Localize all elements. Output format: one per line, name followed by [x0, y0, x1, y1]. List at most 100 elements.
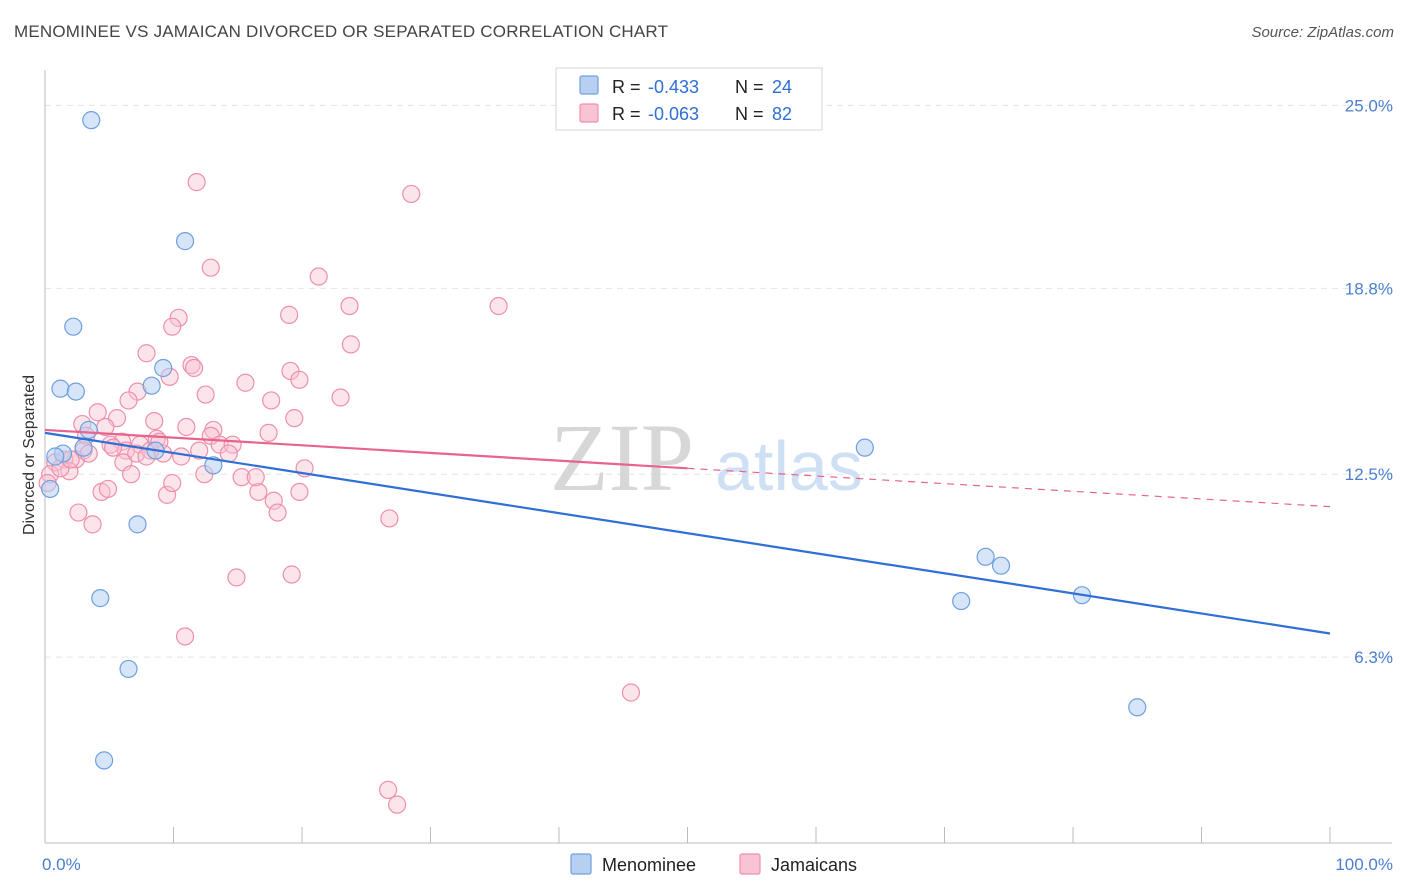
x-tick-labels: 0.0% 100.0%: [42, 855, 1393, 874]
grid-lines: [45, 104, 1392, 658]
menominee-point-7: [79, 420, 98, 440]
jamaican-point-80: [98, 479, 118, 499]
jamaican-point-81: [163, 473, 182, 493]
watermark-zip: ZIP: [550, 404, 694, 511]
legend-r-label-1: R =: [612, 104, 641, 124]
legend-r-value-0: -0.433: [648, 77, 699, 97]
jamaican-point-10: [137, 344, 156, 363]
menominee-point-0: [82, 111, 101, 130]
jamaican-point-20: [119, 391, 138, 410]
menominee-point-6: [66, 382, 85, 401]
chart-title: MENOMINEE VS JAMAICAN DIVORCED OR SEPARA…: [14, 22, 669, 41]
menominee-point-16: [119, 659, 138, 679]
jamaican-point-7: [280, 305, 299, 324]
menominee-point-23: [1128, 698, 1147, 717]
jamaican-point-67: [378, 780, 398, 799]
bottom-legend-menominee: Menominee: [602, 855, 696, 875]
jamaican-point-62: [83, 515, 102, 534]
jamaican-point-47: [172, 447, 191, 466]
jamaican-point-1: [402, 184, 421, 204]
legend-n-value-1: 82: [772, 104, 792, 124]
jamaican-point-68: [387, 795, 407, 814]
jamaican-point-25: [285, 409, 304, 428]
menominee-point-13: [204, 456, 223, 475]
watermark-atlas: atlas: [715, 427, 863, 505]
jamaican-point-61: [380, 509, 399, 528]
jamaican-point-0: [187, 173, 206, 192]
source-label: Source: ZipAtlas.com: [1251, 24, 1394, 41]
jamaican-point-15: [236, 373, 255, 392]
y-tick-label-0: 6.3%: [1354, 648, 1393, 667]
bottom-legend-jamaicans: Jamaicans: [771, 855, 857, 875]
axes: [44, 70, 1392, 844]
jamaican-point-19: [331, 388, 350, 407]
menominee-point-21: [952, 591, 971, 611]
menominee-point-4: [51, 379, 70, 398]
jamaican-point-18: [196, 385, 215, 404]
legend-swatch-menominee: [579, 75, 599, 95]
y-axis-label: Divorced or Separated: [21, 375, 38, 535]
series-legend: Menominee Jamaicans: [570, 853, 857, 875]
y-tick-labels: 6.3% 12.5% 18.8% 25.0%: [1345, 96, 1393, 667]
y-tick-label-3: 25.0%: [1345, 96, 1393, 115]
jamaican-point-77: [219, 444, 238, 463]
menominee-point-15: [91, 589, 110, 608]
jamaican-point-41: [127, 444, 146, 463]
menominee-points: [41, 111, 1147, 770]
jamaican-point-57: [249, 482, 268, 502]
x-tick-label-1: 100.0%: [1335, 855, 1393, 874]
legend-r-label-0: R =: [612, 77, 641, 97]
jamaican-point-58: [290, 482, 309, 502]
jamaican-point-56: [157, 485, 177, 504]
jamaican-point-21: [262, 391, 281, 410]
legend-n-value-0: 24: [772, 77, 792, 97]
jamaican-point-76: [190, 441, 209, 460]
menominee-point-8: [41, 479, 60, 499]
jamaican-point-12: [184, 358, 204, 378]
jamaican-point-30: [259, 423, 278, 442]
menominee-point-11: [46, 447, 65, 466]
jamaican-point-64: [282, 565, 301, 584]
menominee-trend-line: [44, 431, 1331, 635]
jamaican-point-16: [290, 370, 309, 389]
menominee-point-5: [142, 376, 161, 395]
jamaican-point-24: [145, 411, 164, 431]
jamaican-point-60: [69, 503, 88, 522]
menominee-point-17: [95, 751, 114, 770]
jamaican-point-11: [182, 355, 201, 375]
x-tick-label-0: 0.0%: [42, 855, 81, 874]
y-tick-label-2: 18.8%: [1345, 279, 1393, 298]
jamaican-point-2: [201, 258, 220, 277]
jamaican-point-9: [341, 335, 360, 354]
jamaican-point-65: [175, 627, 195, 646]
correlation-legend: R = -0.433 N = 24 R = -0.063 N = 82: [555, 67, 823, 131]
jamaican-point-66: [621, 683, 641, 702]
watermark: ZIP atlas: [550, 404, 863, 511]
menominee-point-20: [991, 556, 1011, 575]
legend-n-label-0: N =: [735, 77, 764, 97]
menominee-point-18: [855, 438, 874, 457]
jamaican-trend-line: [44, 428, 688, 470]
jamaican-point-5: [489, 296, 508, 316]
menominee-point-19: [976, 547, 995, 566]
menominee-point-1: [175, 232, 195, 251]
bottom-legend-swatch-jamaicans: [739, 853, 761, 875]
jamaican-point-59: [264, 491, 283, 510]
jamaican-point-78: [246, 468, 265, 487]
jamaican-point-79: [268, 503, 287, 522]
jamaican-point-3: [309, 267, 328, 286]
legend-swatch-jamaicans: [579, 103, 599, 123]
jamaican-point-22: [88, 403, 107, 422]
menominee-point-2: [64, 317, 83, 336]
menominee-point-3: [154, 358, 173, 378]
jamaican-point-53: [121, 465, 141, 484]
bottom-legend-swatch-menominee: [570, 853, 592, 875]
jamaican-point-63: [227, 568, 246, 587]
jamaican-point-28: [177, 417, 196, 437]
legend-n-label-1: N =: [735, 104, 764, 124]
jamaican-point-4: [340, 296, 359, 316]
legend-r-value-1: -0.063: [648, 104, 699, 124]
trend-lines: [44, 428, 1331, 635]
jamaican-point-8: [163, 317, 182, 336]
